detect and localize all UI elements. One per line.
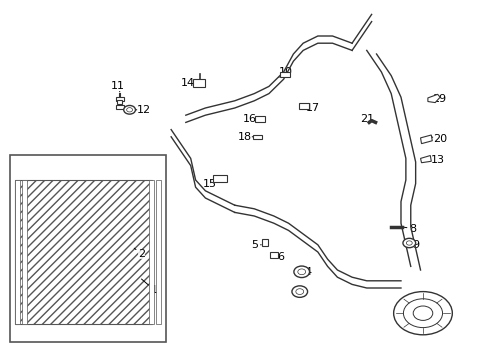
Text: 11: 11 xyxy=(110,81,124,92)
Bar xyxy=(116,105,123,109)
Text: 14: 14 xyxy=(181,78,195,88)
Text: 3: 3 xyxy=(417,322,428,334)
Text: 18: 18 xyxy=(237,132,254,142)
Bar xyxy=(156,180,161,324)
Circle shape xyxy=(123,105,135,114)
Bar xyxy=(116,97,123,101)
Text: 21: 21 xyxy=(359,114,373,124)
Bar xyxy=(117,100,122,104)
Bar xyxy=(212,175,227,182)
Text: 12: 12 xyxy=(134,105,151,115)
Text: 15: 15 xyxy=(203,179,217,189)
Circle shape xyxy=(126,108,132,112)
Text: 19: 19 xyxy=(429,94,446,104)
Bar xyxy=(15,180,151,324)
Circle shape xyxy=(291,286,307,297)
Text: 8: 8 xyxy=(403,224,416,234)
Text: 17: 17 xyxy=(303,103,319,113)
Circle shape xyxy=(402,238,415,248)
Bar xyxy=(22,180,27,324)
Text: 9: 9 xyxy=(407,240,418,250)
Circle shape xyxy=(406,241,411,245)
Polygon shape xyxy=(420,135,431,144)
Bar xyxy=(269,252,277,258)
Text: 13: 13 xyxy=(427,155,444,165)
Circle shape xyxy=(295,289,303,294)
Bar xyxy=(193,79,205,87)
Text: 16: 16 xyxy=(242,114,256,124)
Bar xyxy=(253,135,262,139)
Bar xyxy=(279,72,290,77)
Bar xyxy=(299,103,308,109)
Text: 20: 20 xyxy=(429,134,446,144)
Circle shape xyxy=(393,292,451,335)
Bar xyxy=(149,180,154,324)
Text: 10: 10 xyxy=(278,67,292,77)
Bar xyxy=(15,180,20,324)
Bar xyxy=(10,155,166,342)
Text: 4: 4 xyxy=(300,266,311,277)
Circle shape xyxy=(293,266,309,278)
Polygon shape xyxy=(427,94,439,103)
Text: 6: 6 xyxy=(272,252,284,262)
Circle shape xyxy=(403,299,442,328)
Polygon shape xyxy=(420,156,430,163)
Bar xyxy=(255,116,264,122)
Text: 1: 1 xyxy=(141,279,157,295)
Text: 5: 5 xyxy=(250,240,261,250)
Text: 2: 2 xyxy=(134,248,145,259)
Circle shape xyxy=(297,269,305,275)
Bar xyxy=(261,239,268,246)
Text: 7: 7 xyxy=(292,288,303,298)
Circle shape xyxy=(412,306,432,320)
